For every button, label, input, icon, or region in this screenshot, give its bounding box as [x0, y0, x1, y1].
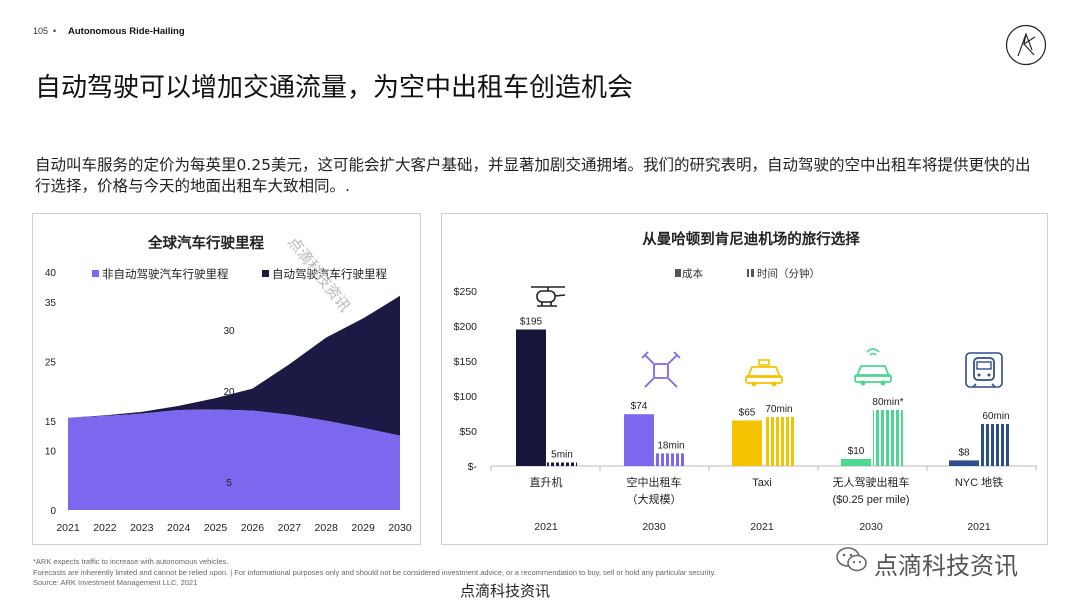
time-data-label: 18min [657, 440, 684, 451]
vmt-area-chart: 全球汽车行驶里程 0 10 15 25 35 40 2021 2022 2023 2024 2025 2… [45, 234, 412, 534]
legend-label: 时间（分钟） [757, 267, 820, 280]
time-data-label: 60min [982, 411, 1009, 422]
area-annotation: 30 [223, 326, 235, 337]
y-tick-label: $250 [454, 286, 478, 298]
legend-swatch-time [747, 269, 755, 277]
y-tick-label: $50 [459, 426, 477, 438]
x-tick-label: 2029 [351, 522, 375, 534]
footnote-line: Source: ARK Investment Management LLC, 2… [33, 578, 198, 587]
x-tick-label: 2024 [167, 522, 191, 534]
time-data-label: 80min* [872, 397, 903, 408]
year-label: 2021 [534, 521, 558, 533]
ark-logo-icon [1005, 24, 1047, 66]
x-tick-label: 2026 [241, 522, 265, 534]
cost-bar [624, 414, 654, 466]
y-tick-label: $- [468, 461, 478, 473]
year-label: 2021 [967, 521, 991, 533]
category-label: Taxi [752, 477, 772, 489]
cost-bar [841, 459, 871, 466]
time-data-label: 5min [551, 450, 573, 461]
y-tick-label: 25 [45, 357, 57, 368]
x-tick-label: 2025 [204, 522, 228, 534]
year-label: 2030 [859, 521, 883, 533]
subway-icon [965, 352, 1003, 388]
footnotes: *ARK expects traffic to increase with au… [33, 557, 903, 589]
x-tick-label: 2027 [278, 522, 302, 534]
category-label: （大规模） [627, 492, 682, 506]
chart-title: 全球汽车行驶里程 [147, 234, 264, 252]
cost-bar [516, 329, 546, 466]
time-data-label: 70min [765, 404, 792, 415]
x-tick-label: 2028 [315, 522, 339, 534]
page-number: 105 [33, 26, 49, 36]
brand-watermark: 点滴科技资讯 [874, 552, 1018, 580]
time-bar [873, 410, 903, 466]
time-bar [764, 417, 794, 466]
drone-icon [641, 351, 681, 388]
robotaxi-icon [854, 348, 892, 386]
cost-data-label: $65 [739, 408, 756, 419]
legend-swatch [262, 270, 269, 277]
time-bar [547, 462, 577, 466]
helicopter-icon [531, 286, 566, 307]
legend-swatch-cost [675, 269, 681, 277]
x-tick-label: 2022 [93, 522, 117, 534]
cost-data-label: $10 [848, 446, 865, 457]
y-tick-label: 10 [45, 447, 57, 458]
year-label: 2021 [750, 521, 774, 533]
y-tick-label: 15 [45, 417, 57, 428]
category-label: 无人驾驶出租车 [833, 475, 910, 489]
area-annotation: 5 [226, 478, 232, 489]
cost-bar [732, 420, 762, 466]
bottom-brand-text: 点滴科技资讯 [460, 582, 551, 600]
legend-label: 成本 [682, 267, 703, 280]
page-title: 自动驾驶可以增加交通流量，为空中出租车创造机会 [35, 73, 634, 103]
taxi-icon [745, 359, 783, 387]
time-bar [981, 424, 1011, 466]
y-tick-label: 35 [45, 298, 57, 309]
category-label: ($0.25 per mile) [832, 494, 909, 506]
y-tick-label: $200 [454, 321, 478, 333]
category-label: 直升机 [530, 475, 563, 489]
intro-text: 自动叫车服务的定价为每英里0.25美元，这可能会扩大客户基础，并显著加剧交通拥堵… [35, 156, 1031, 195]
chart-title: 从曼哈顿到肯尼迪机场的旅行选择 [642, 230, 860, 248]
section-title: Autonomous Ride-Hailing [68, 26, 185, 37]
legend-swatch [92, 270, 99, 277]
footnote-line: Forecasts are inherently limited and can… [33, 567, 716, 577]
time-bar [656, 453, 686, 466]
y-tick-label: $150 [454, 356, 478, 368]
category-label: 空中出租车 [627, 475, 682, 489]
cost-bar [949, 460, 979, 466]
x-tick-label: 2030 [388, 522, 412, 534]
area-non-autonomous-vmt [68, 409, 400, 510]
cost-data-label: $74 [631, 401, 648, 412]
legend-label: 自动驾驶汽车行驶里程 [272, 267, 387, 281]
category-label: NYC 地铁 [955, 476, 1003, 489]
cost-data-label: $195 [520, 317, 543, 328]
y-tick-label: $100 [454, 391, 478, 403]
cost-data-label: $8 [958, 447, 970, 458]
footnote-line: *ARK expects traffic to increase with au… [33, 557, 229, 566]
y-tick-label: 40 [45, 268, 57, 279]
header-bullet: • [53, 26, 57, 36]
year-label: 2030 [642, 521, 666, 533]
x-tick-label: 2023 [130, 522, 154, 534]
y-tick-label: 0 [50, 506, 56, 517]
x-tick-label: 2021 [56, 522, 80, 534]
wechat-icon [836, 547, 867, 572]
legend-label: 非自动驾驶汽车行驶里程 [102, 267, 229, 281]
area-annotation: 20 [223, 387, 235, 398]
area-autonomous-vmt [68, 295, 400, 436]
